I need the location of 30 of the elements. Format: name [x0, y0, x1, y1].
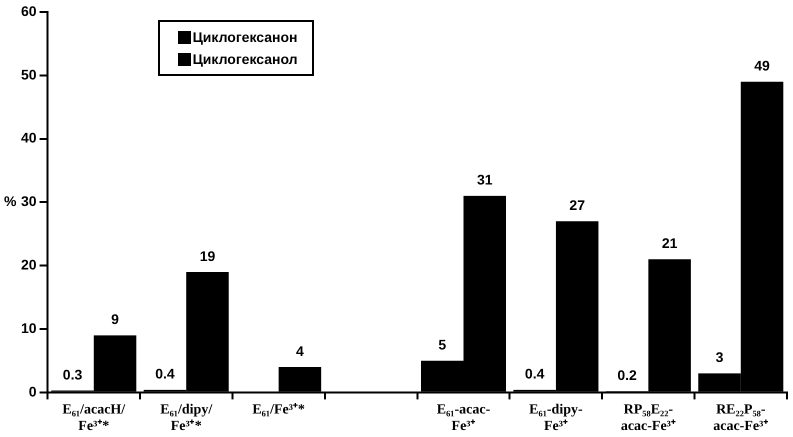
y-tick-label: 60 — [20, 2, 37, 19]
x-tick-label: RE₂₂P₅₈- acac-Fe³⁺ — [713, 402, 768, 434]
x-tick-label: E₆₁/acacH/ Fe³⁺* — [62, 402, 126, 434]
data-label: 0.3 — [62, 366, 82, 382]
data-label: 0.4 — [524, 366, 545, 382]
data-label: 27 — [569, 197, 586, 214]
y-tick-label: 20 — [20, 256, 37, 272]
x-tick-label: E₆₁-acac- Fe³⁺ — [436, 402, 491, 434]
data-label: 0.2 — [617, 366, 638, 383]
data-label: 49 — [754, 58, 770, 74]
y-tick-label: 30 — [20, 193, 37, 210]
data-label: 3 — [716, 349, 724, 366]
y-tick-label: 40 — [20, 130, 37, 146]
data-label: 19 — [200, 248, 216, 264]
data-label: 9 — [111, 311, 120, 328]
data-label: 21 — [662, 235, 678, 252]
x-tick-label: E₆₁/dipy/ Fe³⁺* — [160, 402, 214, 434]
x-tick-label: E₆₁/Fe³⁺* — [252, 402, 305, 418]
data-label: 4 — [296, 342, 304, 359]
data-label: 0.4 — [155, 366, 175, 382]
y-tick-label: 0 — [28, 383, 37, 400]
data-label: 31 — [476, 172, 493, 188]
legend-label: Циклогексанон — [192, 29, 298, 45]
y-tick-label: 50 — [20, 66, 37, 82]
y-axis-title: % — [4, 193, 17, 210]
x-tick-label: RP₅₈E₂₂- acac-Fe³⁺ — [620, 402, 676, 434]
x-tick-label: E₆₁-dipy- Fe³⁺ — [529, 402, 584, 434]
data-label: 5 — [438, 336, 446, 353]
legend-label: Циклогексанол — [192, 51, 298, 67]
y-tick-label: 10 — [20, 320, 37, 336]
